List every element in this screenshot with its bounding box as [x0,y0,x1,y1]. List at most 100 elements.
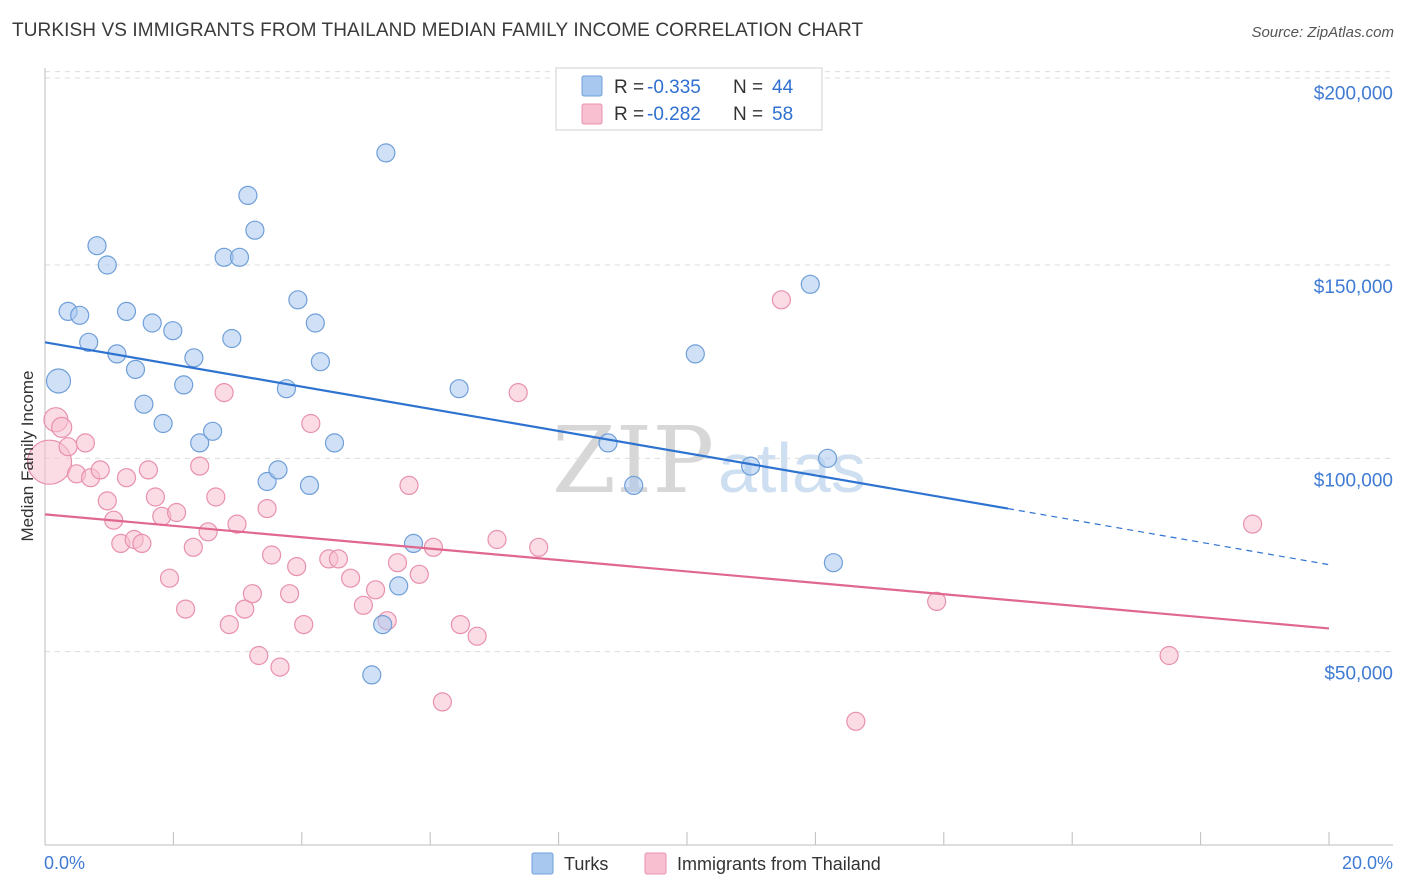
data-point [324,433,345,453]
data-point [598,433,618,453]
data-point [310,352,330,372]
data-point [70,305,90,325]
data-point [467,626,487,646]
bottom-legend-swatch-thailand [644,852,667,875]
data-point [97,255,117,275]
y-tick-label: $50,000 [1324,664,1393,685]
data-point [227,514,247,534]
data-point [1242,514,1263,534]
data-point [125,359,146,379]
data-point [366,580,386,600]
data-point [132,533,152,554]
data-point [432,692,452,712]
data-point [176,599,196,619]
data-point [116,468,137,488]
data-point [800,274,820,294]
data-point [190,456,210,476]
trend-lines [44,341,1330,630]
data-point [142,313,162,333]
data-point [238,185,258,205]
data-point [214,383,234,403]
data-point [219,614,239,635]
data-point [341,568,361,588]
data-point [389,576,409,596]
data-point [288,290,308,310]
data-point [90,460,110,480]
bottom-legend-swatch-turks [531,852,554,875]
data-point [245,220,265,240]
chart-title: TURKISH VS IMMIGRANTS FROM THAILAND MEDI… [12,20,864,41]
data-point [257,499,277,519]
data-point [449,379,469,399]
data-point [305,313,325,333]
trend-line-thailand [44,513,1330,630]
data-point [529,537,549,557]
legend-r-value-turks: -0.335 [647,77,701,98]
data-point [229,247,250,267]
data-point [134,394,154,414]
data-point [138,460,158,480]
data-point [87,236,107,256]
x-tick-label-min: 0.0% [44,853,85,873]
y-tick-label: $100,000 [1314,470,1393,491]
bottom-legend-label-turks: Turks [564,854,608,874]
legend-r-label-thailand: R = [614,104,644,125]
data-point [299,475,320,495]
data-point [294,614,314,635]
data-point [163,321,183,341]
data-point [508,383,528,403]
data-point [206,487,226,507]
legend-swatch-turks [581,75,603,97]
data-point [235,599,255,619]
data-point [376,143,396,163]
data-point [268,460,288,480]
x-ticks [44,832,1330,845]
data-point [270,657,290,677]
watermark-zip: ZIP [552,407,714,514]
data-point [817,448,838,468]
legend-n-label-thailand: N = [733,104,763,125]
data-point [387,553,408,573]
legend-n-label-turks: N = [733,77,763,98]
y-tick-label: $150,000 [1314,277,1393,298]
gridlines [45,71,1393,653]
y-tick-label: $200,000 [1314,84,1393,105]
series-turks-points [45,143,844,685]
data-point [203,421,223,441]
data-point [51,416,73,438]
data-point [242,584,262,604]
data-point [399,475,419,495]
data-point [362,665,382,685]
legend-r-value-thailand: -0.282 [647,104,701,125]
data-point [153,413,173,434]
data-point [184,348,204,368]
data-point [97,491,117,511]
data-point [183,537,203,557]
data-point [167,502,187,523]
data-point [450,614,470,635]
data-point [373,614,393,635]
data-point [145,487,165,507]
data-point [624,475,644,495]
data-point [79,332,99,352]
data-point [409,564,429,584]
data-point [1159,645,1179,666]
legend-r-label-turks: R = [614,77,644,98]
data-point [301,413,321,434]
data-point [823,553,844,573]
data-point [685,344,705,364]
data-point [353,595,373,615]
data-point [58,437,78,457]
data-point [487,529,507,550]
data-point [771,290,792,310]
legend-n-value-thailand: 58 [772,104,793,125]
bottom-legend-label-thailand: Immigrants from Thailand [677,854,881,874]
legend-box: R = -0.335 N = 44 R = -0.282 N = 58 [555,67,823,131]
watermark-atlas: atlas [718,429,866,507]
trend-line-turks-extension [1007,508,1330,566]
data-point [403,533,424,554]
data-point [190,433,210,453]
data-point [249,645,269,666]
data-point [75,433,96,453]
